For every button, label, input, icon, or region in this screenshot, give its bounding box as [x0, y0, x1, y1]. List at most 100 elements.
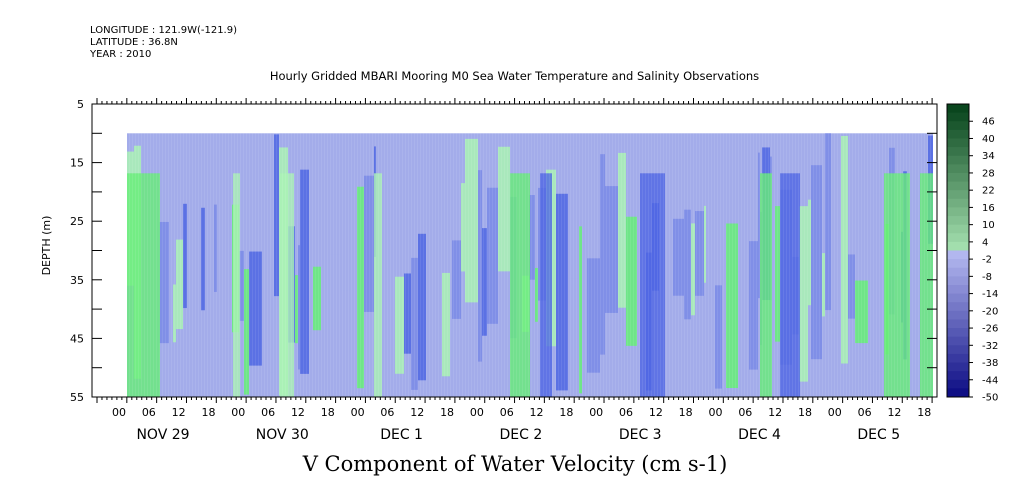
colorbar-label: 16 [982, 203, 995, 214]
longitude-label: LONGITUDE : 121.9W(-121.9) [90, 25, 237, 36]
colorbar-cell [947, 164, 969, 174]
colorbar-cell [947, 276, 969, 286]
x-hour-label: 18 [798, 406, 812, 419]
colorbar-cell [947, 207, 969, 217]
colorbar-cell [947, 104, 969, 114]
colorbar-cell [947, 190, 969, 200]
colorbar-cell [947, 345, 969, 355]
x-hour-label: 06 [142, 406, 156, 419]
x-hour-label: 18 [321, 406, 335, 419]
colorbar-cell [947, 293, 969, 303]
y-tick-label: 5 [77, 98, 84, 111]
x-hour-label: 06 [500, 406, 514, 419]
colorbar-label: -8 [982, 272, 992, 283]
x-hour-label: 00 [231, 406, 245, 419]
colorbar-cell [947, 336, 969, 346]
colorbar-cell [947, 198, 969, 208]
y-axis-label: DEPTH (m) [40, 216, 53, 276]
colorbar-cell [947, 112, 969, 122]
chart-title: Hourly Gridded MBARI Mooring M0 Sea Wate… [269, 69, 760, 83]
colorbar-cell [947, 353, 969, 364]
x-hour-label: 06 [738, 406, 752, 419]
y-tick-label: 45 [70, 332, 84, 345]
colorbar-cell [947, 241, 969, 251]
colorbar-cell [947, 147, 969, 157]
colorbar-label: 40 [982, 134, 995, 145]
x-hour-label: 18 [679, 406, 693, 419]
x-hour-label: 00 [112, 406, 126, 419]
latitude-label: LATITUDE : 36.8N [90, 37, 178, 48]
x-hour-label: 06 [619, 406, 633, 419]
colorbar-label: -2 [982, 255, 992, 266]
x-hour-label: 12 [291, 406, 305, 419]
colorbar-cell [947, 362, 969, 372]
colorbar-cell [947, 250, 969, 260]
y-tick-label: 35 [70, 274, 84, 287]
x-hour-label: 12 [649, 406, 663, 419]
colorbar-cell [947, 138, 969, 148]
x-hour-label: 00 [709, 406, 723, 419]
colorbar-label: 46 [982, 117, 995, 128]
x-hour-label: 00 [589, 406, 603, 419]
x-hour-label: 00 [470, 406, 484, 419]
x-axis-title: V Component of Water Velocity (cm s-1) [302, 452, 728, 476]
colorbar-cell [947, 267, 969, 277]
colorbar-cell [947, 259, 969, 269]
colorbar-label: -20 [982, 306, 998, 317]
colorbar-cell [947, 388, 969, 398]
x-hour-label: 06 [380, 406, 394, 419]
colorbar-label: 4 [982, 237, 988, 248]
x-day-label: DEC 1 [380, 427, 423, 443]
colorbar-label: -38 [982, 358, 998, 369]
x-hour-label: 12 [172, 406, 186, 419]
colorbar-cell [947, 371, 969, 381]
colorbar-cell [947, 319, 969, 329]
colorbar-label: -26 [982, 324, 998, 335]
x-hour-label: 18 [917, 406, 931, 419]
colorbar-cell [947, 284, 969, 295]
x-day-label: NOV 29 [136, 427, 189, 443]
x-hour-label: 18 [559, 406, 573, 419]
colorbar-cell [947, 155, 969, 165]
colorbar-cell [947, 379, 969, 389]
colorbar-label: -32 [982, 341, 998, 352]
colorbar-label: 28 [982, 168, 995, 179]
colorbar-label: 10 [982, 220, 995, 231]
x-hour-label: 06 [261, 406, 275, 419]
x-hour-label: 12 [887, 406, 901, 419]
colorbar-cell [947, 302, 969, 312]
colorbar-cell [947, 129, 969, 139]
colorbar: 46 40 34 28 22 16 10 4 -2 -8 -14 -20 -26 -32 -38 -44 -50 [946, 103, 998, 404]
colorbar-frame [946, 103, 970, 398]
x-day-label: DEC 3 [619, 427, 662, 443]
colorbar-cell [947, 121, 969, 131]
x-hour-label: 06 [858, 406, 872, 419]
y-tick-label: 15 [70, 157, 84, 170]
colorbar-cell [947, 310, 969, 320]
y-tick-label: 25 [70, 215, 84, 228]
colorbar-cell [947, 216, 969, 226]
x-axis: 00 06 12 18 00 06 12 18 00 06 12 18 00 06 12 18 00 06 12 18… [96, 98, 933, 443]
x-hour-label: 12 [410, 406, 424, 419]
x-hour-label: 12 [768, 406, 782, 419]
x-day-label: NOV 30 [256, 427, 309, 443]
x-hour-label: 00 [351, 406, 365, 419]
x-hour-label: 12 [530, 406, 544, 419]
colorbar-cell [947, 181, 969, 191]
colorbar-cell [947, 233, 969, 243]
x-day-label: DEC 5 [857, 427, 900, 443]
colorbar-label: -14 [982, 289, 998, 300]
colorbar-label: 34 [982, 151, 995, 162]
x-hour-label: 18 [201, 406, 215, 419]
year-label: YEAR : 2010 [90, 49, 152, 60]
x-day-label: DEC 4 [738, 427, 781, 443]
x-day-label: DEC 2 [500, 427, 543, 443]
colorbar-cell [947, 328, 969, 338]
colorbar-label: -50 [982, 393, 998, 404]
x-hour-label: 18 [440, 406, 454, 419]
y-tick-label: 55 [70, 391, 84, 404]
colorbar-cell [947, 224, 969, 234]
colorbar-label: 22 [982, 186, 995, 197]
colorbar-label: -44 [982, 375, 998, 386]
